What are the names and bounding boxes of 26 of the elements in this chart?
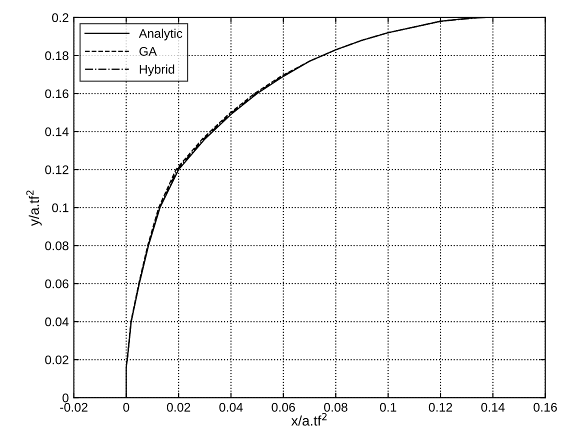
- y-tick-label: 0.04: [45, 317, 69, 326]
- y-tick-label: 0.14: [45, 127, 69, 136]
- y-tick-label: 0.1: [52, 203, 68, 212]
- x-tick-label: -0.02: [60, 402, 88, 412]
- legend-label: Hybrid: [140, 64, 174, 76]
- x-tick-label: 0.16: [534, 402, 557, 412]
- y-tick-label: 0: [62, 393, 68, 402]
- y-tick-label: 0.06: [45, 279, 68, 288]
- x-tick-label: 0.06: [272, 402, 295, 412]
- y-tick-label: 0.12: [45, 165, 68, 174]
- y-tick-label: 0.18: [45, 51, 68, 60]
- x-tick-label: 0: [123, 402, 130, 412]
- legend-label: Analytic: [138, 28, 182, 40]
- y-tick-label: 0.02: [45, 355, 68, 364]
- x-tick-label: 0.04: [219, 402, 243, 412]
- y-tick-label: 0.2: [52, 13, 68, 22]
- y-tick-label: 0.08: [45, 241, 68, 250]
- x-tick-label: 0.02: [166, 402, 190, 412]
- x-tick-label: 0.08: [324, 402, 348, 412]
- y-tick-label: 0.16: [45, 89, 68, 98]
- x-tick-label: 0.14: [481, 402, 505, 412]
- x-tick-label: 0.1: [380, 402, 396, 412]
- x-axis-title: x/a.tf$^{2}$: [291, 413, 327, 426]
- legend-label: GA: [139, 46, 157, 56]
- y-axis-title: y/a.tf$^{2}$: [26, 190, 42, 226]
- x-tick-label: 0.12: [428, 402, 452, 412]
